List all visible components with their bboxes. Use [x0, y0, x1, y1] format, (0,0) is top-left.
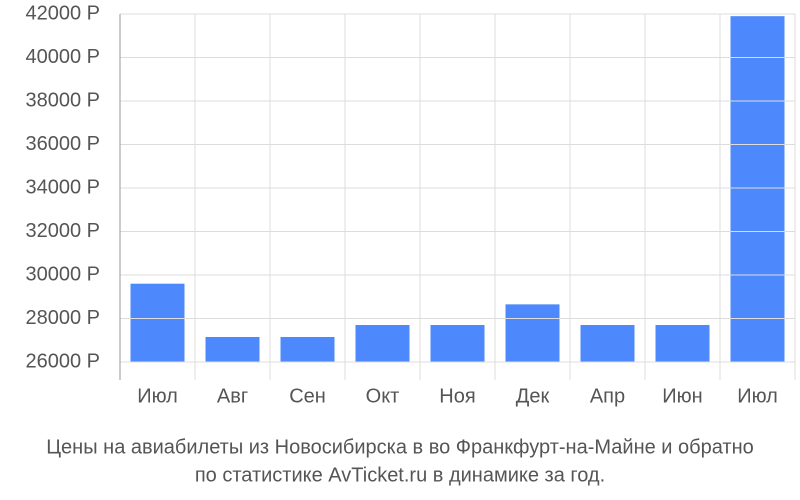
- chart-title: по статистике AvTicket.ru в динамике за …: [195, 464, 605, 486]
- y-tick-label: 36000 Р: [25, 133, 100, 155]
- x-tick-label: Сен: [289, 385, 326, 407]
- bar: [730, 16, 785, 363]
- x-tick-label: Дек: [516, 385, 550, 407]
- bar: [280, 336, 335, 362]
- x-tick-label: Окт: [366, 385, 400, 407]
- bar: [430, 325, 485, 362]
- y-tick-label: 34000 Р: [25, 176, 100, 198]
- x-tick-label: Июл: [137, 385, 178, 407]
- bar: [580, 325, 635, 362]
- bar: [505, 304, 560, 362]
- x-tick-label: Июн: [662, 385, 702, 407]
- x-tick-label: Ноя: [439, 385, 475, 407]
- bar: [355, 325, 410, 362]
- bar: [205, 336, 260, 362]
- bar: [130, 283, 185, 362]
- chart-title: Цены на авиабилеты из Новосибирска в во …: [46, 436, 753, 458]
- x-tick-label: Авг: [217, 385, 248, 407]
- x-tick-label: Апр: [590, 385, 625, 407]
- y-tick-label: 38000 Р: [25, 89, 100, 111]
- y-tick-label: 26000 Р: [25, 350, 100, 372]
- y-tick-label: 40000 Р: [25, 46, 100, 68]
- y-tick-label: 42000 Р: [25, 2, 100, 24]
- x-tick-label: Июл: [737, 385, 778, 407]
- bar: [655, 325, 710, 362]
- y-tick-label: 32000 Р: [25, 220, 100, 242]
- y-tick-label: 30000 Р: [25, 263, 100, 285]
- y-tick-label: 28000 Р: [25, 307, 100, 329]
